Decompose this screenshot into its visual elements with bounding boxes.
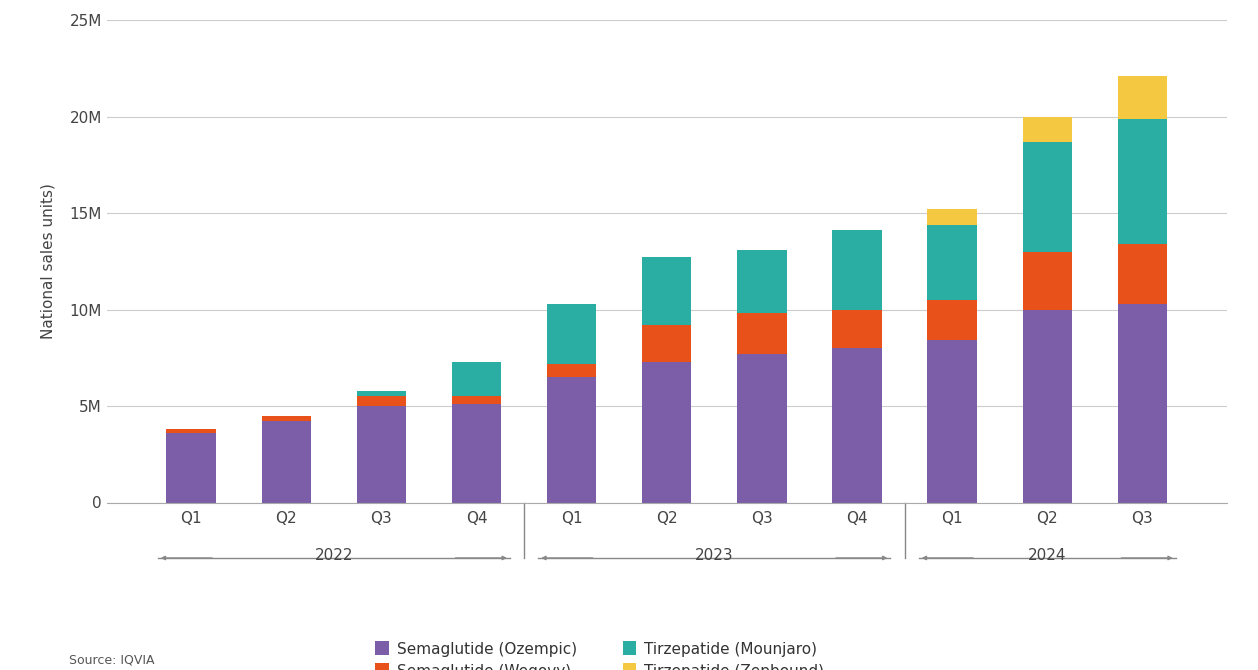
Bar (737, 354, 786, 502)
Bar (927, 300, 977, 340)
Bar (262, 421, 311, 502)
Bar (1023, 310, 1072, 502)
Bar (642, 362, 692, 502)
Bar (1117, 76, 1167, 119)
Bar (927, 224, 977, 300)
Bar (166, 433, 216, 502)
Text: Source: IQVIA: Source: IQVIA (69, 654, 155, 667)
Bar (1117, 304, 1167, 502)
Bar (166, 429, 216, 433)
Bar (452, 404, 501, 502)
Bar (833, 310, 882, 348)
Bar (262, 415, 311, 421)
Bar (1023, 252, 1072, 310)
Bar (737, 314, 786, 354)
Bar (833, 230, 882, 310)
Bar (642, 325, 692, 362)
Y-axis label: National sales units): National sales units) (40, 184, 55, 339)
Bar (927, 209, 977, 224)
Bar (356, 397, 406, 406)
Bar (833, 348, 882, 502)
Bar (356, 406, 406, 502)
Bar (642, 257, 692, 325)
Bar (356, 391, 406, 397)
Bar (1023, 117, 1072, 141)
Bar (1117, 244, 1167, 304)
Bar (547, 304, 596, 364)
Bar (1117, 119, 1167, 244)
Text: 2024: 2024 (1028, 548, 1067, 563)
Text: 2022: 2022 (314, 548, 353, 563)
Bar (1023, 141, 1072, 252)
Bar (547, 364, 596, 377)
Bar (452, 362, 501, 397)
Bar (927, 340, 977, 502)
Bar (737, 250, 786, 314)
Legend: Semaglutide (Ozempic), Semaglutide (Wegovy), Tirzepatide (Mounjaro), Tirzepatide: Semaglutide (Ozempic), Semaglutide (Wego… (369, 636, 830, 670)
Bar (452, 397, 501, 404)
Bar (547, 377, 596, 502)
Text: 2023: 2023 (694, 548, 733, 563)
